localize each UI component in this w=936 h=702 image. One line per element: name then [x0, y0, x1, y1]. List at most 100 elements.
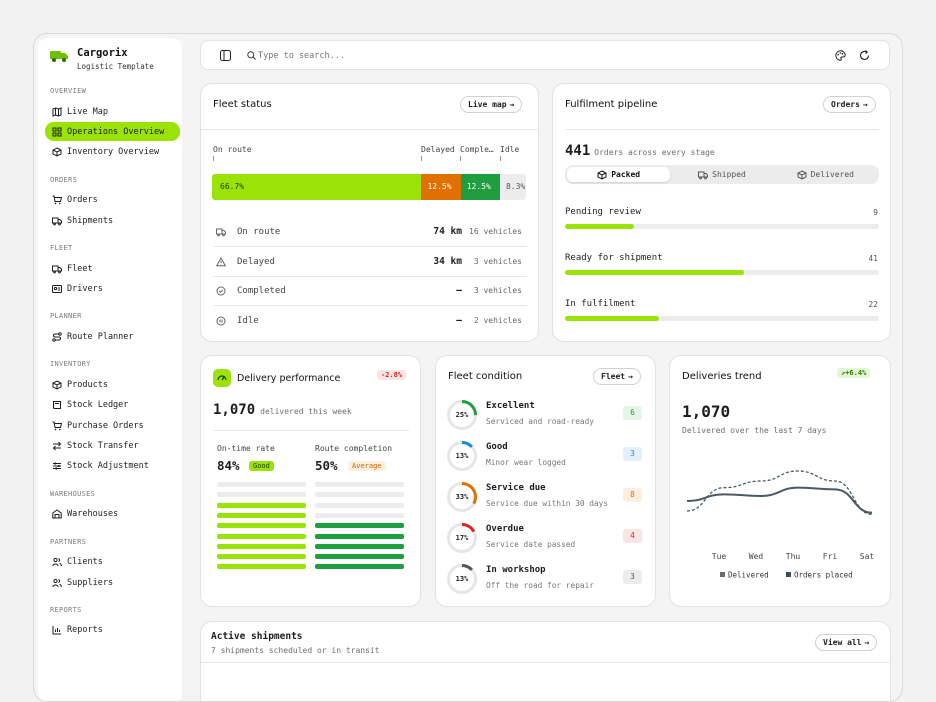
stage-progress-fill [565, 270, 744, 275]
tab-shipped[interactable]: Shipped [670, 167, 773, 182]
segment-label: Delayed [421, 145, 455, 154]
fleet-status-row[interactable]: Completed – 3 vehicles [213, 276, 527, 305]
condition-item[interactable]: 25% Excellent Serviced and road-ready 6 [447, 398, 647, 432]
sidebar-item-clients[interactable]: Clients [45, 553, 180, 572]
delivery-value: 1,070 [213, 402, 256, 418]
sidebar-item-live-map[interactable]: Live Map [45, 102, 180, 121]
condition-subtitle: Service date passed [486, 540, 576, 549]
metric-bar [315, 512, 404, 518]
sidebar-item-label: Products [67, 379, 108, 390]
sidebar-item-stock-transfer[interactable]: Stock Transfer [45, 436, 180, 455]
condition-ring [447, 441, 477, 471]
sidebar-item-orders[interactable]: Orders [45, 191, 180, 210]
sidebar-item-reports[interactable]: Reports [45, 621, 180, 640]
row-vehicles: 3 vehicles [473, 256, 522, 266]
pipeline-total: 441 Orders across every stage [565, 143, 715, 159]
sidebar-item-shipments[interactable]: Shipments [45, 211, 180, 230]
condition-item[interactable]: 13% In workshop Off the road for repair 3 [447, 562, 647, 596]
warning-icon [215, 256, 227, 266]
sidebar-item-label: Purchase Orders [67, 420, 144, 431]
sidebar-item-route-planner[interactable]: Route Planner [45, 327, 180, 346]
sidebar-item-label: Fleet [67, 263, 93, 274]
series-line-delivered [686, 486, 873, 514]
legend-label[interactable]: Delivered [728, 571, 769, 580]
cart-icon [52, 421, 62, 430]
book-icon [53, 401, 61, 410]
live-map-label: Live map [468, 100, 507, 109]
condition-item[interactable]: 13% Good Minor wear logged 3 [447, 439, 647, 473]
condition-item[interactable]: 33% Service due Service due within 30 days… [447, 480, 647, 514]
nav-section-title: ORDERS [50, 175, 78, 184]
deliveries-trend-card: Deliveries trend ↗+6.4% 1,070 Delivered … [669, 355, 891, 607]
fleet-button[interactable]: Fleet → [593, 368, 641, 385]
segment-tick [500, 156, 501, 161]
metric-bar [315, 533, 404, 539]
tab-packed[interactable]: Packed [567, 167, 671, 182]
fleet-segment[interactable]: 12.5% [421, 174, 461, 200]
pause-circle-icon [216, 316, 226, 325]
divider [201, 129, 538, 130]
pipeline-stage[interactable]: Ready for shipment 41 [565, 253, 879, 283]
pipeline-total-value: 441 [565, 143, 591, 159]
view-all-button[interactable]: View all → [815, 634, 878, 651]
metric-bar [315, 523, 404, 529]
metric-label: On-time rate [217, 444, 275, 453]
condition-item[interactable]: 17% Overdue Service date passed 4 [447, 521, 647, 555]
fleet-segment[interactable]: 66.7% [212, 174, 422, 200]
delivery-caption: delivered this week [260, 407, 352, 416]
sidebar-toggle-icon[interactable] [220, 50, 231, 61]
sidebar-item-inventory-overview[interactable]: Inventory Overview [45, 143, 180, 162]
metric-bar [315, 543, 404, 549]
sidebar-item-suppliers[interactable]: Suppliers [45, 573, 180, 592]
sidebar-item-products[interactable]: Products [45, 375, 180, 394]
search-input[interactable] [258, 48, 558, 64]
condition-subtitle: Off the road for repair [486, 581, 594, 590]
fleet-segment[interactable]: 12.5% [460, 174, 500, 200]
segment-label: Comple… [460, 145, 494, 154]
truck-icon [52, 265, 62, 273]
pipeline-stage[interactable]: In fulfilment 22 [565, 299, 879, 329]
divider [213, 246, 527, 247]
condition-title: Excellent [486, 401, 535, 411]
brand[interactable]: Cargorix Logistic Template [50, 47, 154, 71]
palette-icon[interactable] [835, 50, 846, 61]
sidebar-item-stock-ledger[interactable]: Stock Ledger [45, 396, 180, 415]
condition-percent: 17% [455, 534, 469, 542]
sidebar-item-purchase-orders[interactable]: Purchase Orders [45, 416, 180, 435]
fleet-status-row[interactable]: Idle – 2 vehicles [213, 306, 527, 335]
sidebar-item-label: Suppliers [67, 577, 114, 588]
fleet-segment[interactable]: 8.3% [499, 174, 526, 200]
sidebar-item-label: Stock Ledger [67, 400, 129, 411]
arrow-right-icon: → [628, 372, 633, 381]
chart-icon [52, 626, 61, 635]
nav-section-title: INVENTORY [50, 360, 91, 369]
live-map-button[interactable]: Live map → [460, 96, 523, 113]
fleet-status-row[interactable]: Delayed 34 km 3 vehicles [213, 247, 527, 276]
sidebar-item-operations-overview[interactable]: Operations Overview [45, 122, 180, 142]
x-tick-label: Sat [860, 552, 875, 561]
sliders-icon [53, 462, 61, 470]
legend-swatch [720, 572, 725, 577]
sidebar-item-fleet[interactable]: Fleet [45, 259, 180, 278]
shipments-caption: 7 shipments scheduled or in transit [211, 646, 380, 655]
condition-title: Overdue [486, 524, 524, 534]
sidebar-item-warehouses[interactable]: Warehouses [45, 505, 180, 524]
row-label: On route [237, 227, 281, 237]
fleet-status-row[interactable]: On route 74 km 16 vehicles [213, 217, 527, 246]
trend-up-icon: ↗ [841, 369, 846, 377]
legend-label[interactable]: Orders placed [794, 571, 853, 580]
tab-delivered[interactable]: Delivered [774, 167, 877, 182]
pipeline-stage[interactable]: Pending review 9 [565, 207, 879, 237]
metric-bar [217, 564, 306, 570]
orders-button[interactable]: Orders → [823, 96, 876, 113]
nav-section-title: PARTNERS [50, 537, 87, 546]
divider [201, 662, 890, 663]
box-icon [52, 380, 62, 390]
x-tick-label: Tue [712, 552, 727, 561]
nav-section-title: FLEET [50, 244, 73, 252]
sidebar-item-drivers[interactable]: Drivers [45, 279, 180, 298]
sidebar-item-stock-adjustment[interactable]: Stock Adjustment [45, 457, 180, 476]
sidebar-item-label: Stock Transfer [67, 440, 139, 451]
refresh-icon[interactable] [859, 50, 870, 61]
users-icon [52, 578, 62, 587]
